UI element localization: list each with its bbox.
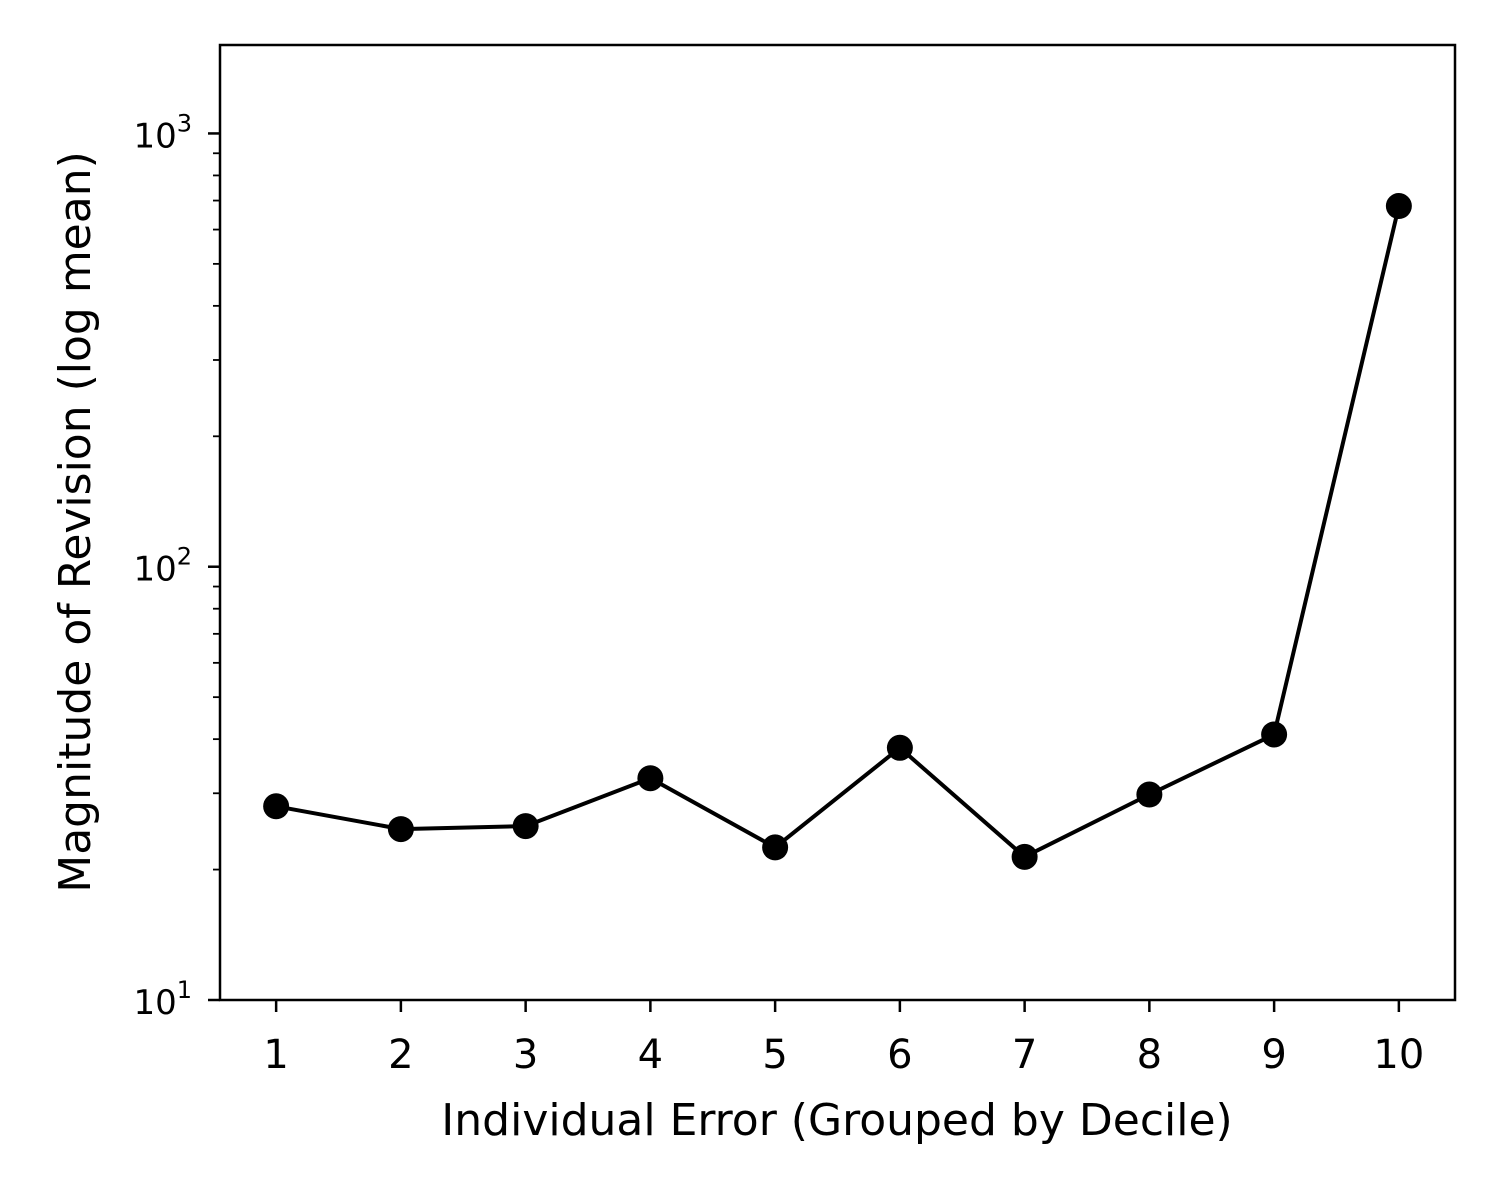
x-tick-label: 4 xyxy=(638,1032,663,1078)
x-tick-label: 3 xyxy=(513,1032,538,1078)
series-line xyxy=(275,205,1401,859)
x-tick-label: 5 xyxy=(762,1032,787,1078)
x-tick-label: 6 xyxy=(887,1032,912,1078)
y-tick-base: 10 xyxy=(133,550,176,590)
x-axis: 1 2 3 4 5 6 7 8 9 10 xyxy=(263,1000,1424,1078)
y-tick-label: 101 xyxy=(133,976,192,1023)
x-tick-label: 8 xyxy=(1137,1032,1162,1078)
x-tick-label: 10 xyxy=(1373,1032,1424,1078)
x-axis-label: Individual Error (Grouped by Decile) xyxy=(441,1095,1232,1146)
data-point xyxy=(1261,721,1288,748)
y-tick-exponent: 2 xyxy=(177,543,192,571)
data-point xyxy=(387,816,414,843)
y-tick-base: 10 xyxy=(133,983,176,1023)
data-point xyxy=(637,765,664,792)
data-point xyxy=(1136,781,1163,808)
plot-frame xyxy=(218,43,1457,1002)
data-point xyxy=(1011,843,1038,870)
data-point xyxy=(1385,193,1412,220)
x-tick-label: 9 xyxy=(1261,1032,1286,1078)
y-tick-base: 10 xyxy=(133,116,176,156)
x-tick-label: 7 xyxy=(1012,1032,1037,1078)
y-tick-label: 103 xyxy=(133,109,192,156)
y-tick-label: 102 xyxy=(133,543,192,590)
data-point xyxy=(263,793,290,820)
series-layer xyxy=(263,193,1412,870)
x-tick-label: 2 xyxy=(388,1032,413,1078)
x-tick-label: 1 xyxy=(263,1032,288,1078)
data-point xyxy=(762,834,789,861)
data-point xyxy=(886,734,913,761)
y-tick-exponent: 3 xyxy=(177,109,192,137)
y-tick-exponent: 1 xyxy=(177,976,192,1004)
y-axis-label: Magnitude of Revision (log mean) xyxy=(50,151,101,893)
data-point xyxy=(512,813,539,840)
